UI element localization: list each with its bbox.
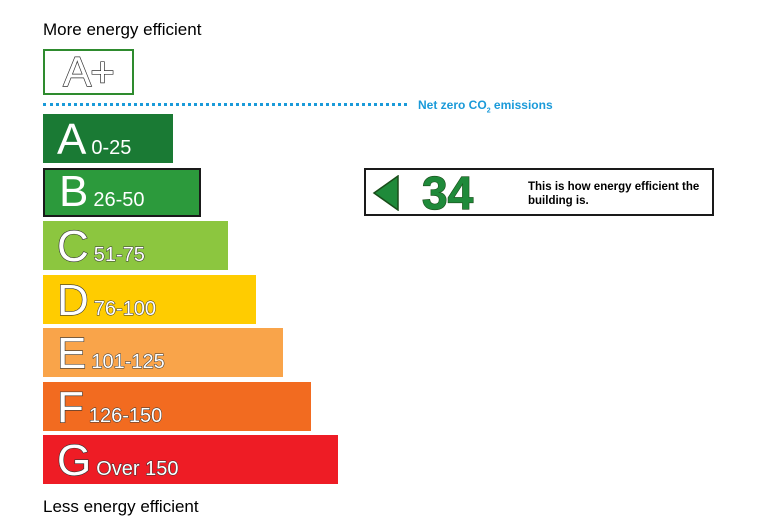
band-f-letter: F	[56, 383, 84, 432]
band-d-range: 76-100	[93, 298, 157, 320]
band-e-letter: E	[56, 329, 87, 378]
current-rating-note: This is how energy efficient the buildin…	[528, 181, 700, 207]
band-a: A 0-25	[43, 114, 173, 163]
less-efficient-caption: Less energy efficient	[43, 497, 199, 516]
band-a-range: 0-25	[91, 137, 132, 159]
band-b-range: 26-50	[93, 189, 145, 211]
current-rating-score: 34	[421, 167, 474, 219]
band-a-plus: A+	[43, 49, 134, 95]
more-efficient-caption: More energy efficient	[43, 20, 202, 39]
band-c: C 51-75	[43, 221, 228, 270]
band-e-range: 101-125	[91, 351, 165, 373]
net-zero-divider	[43, 103, 407, 106]
band-d-letter: D	[56, 276, 89, 325]
band-a-letter: A	[57, 115, 87, 164]
band-c-range: 51-75	[93, 244, 145, 266]
current-rating-indicator: 34 This is how energy efficient the buil…	[364, 167, 714, 219]
band-a-plus-label: A+	[63, 48, 116, 95]
band-c-letter: C	[56, 222, 89, 271]
band-g: G Over 150	[43, 435, 338, 484]
band-g-letter: G	[56, 436, 92, 485]
band-e: E 101-125	[43, 328, 283, 377]
band-g-range: Over 150	[96, 458, 179, 480]
rating-arrow-icon	[372, 175, 399, 211]
band-f-range: 126-150	[88, 405, 163, 427]
band-d: D 76-100	[43, 275, 256, 324]
band-f: F 126-150	[43, 382, 311, 431]
net-zero-label: Net zero CO2 emissions	[418, 98, 553, 115]
band-b-letter: B	[59, 167, 89, 216]
band-b: B 26-50	[43, 168, 201, 217]
